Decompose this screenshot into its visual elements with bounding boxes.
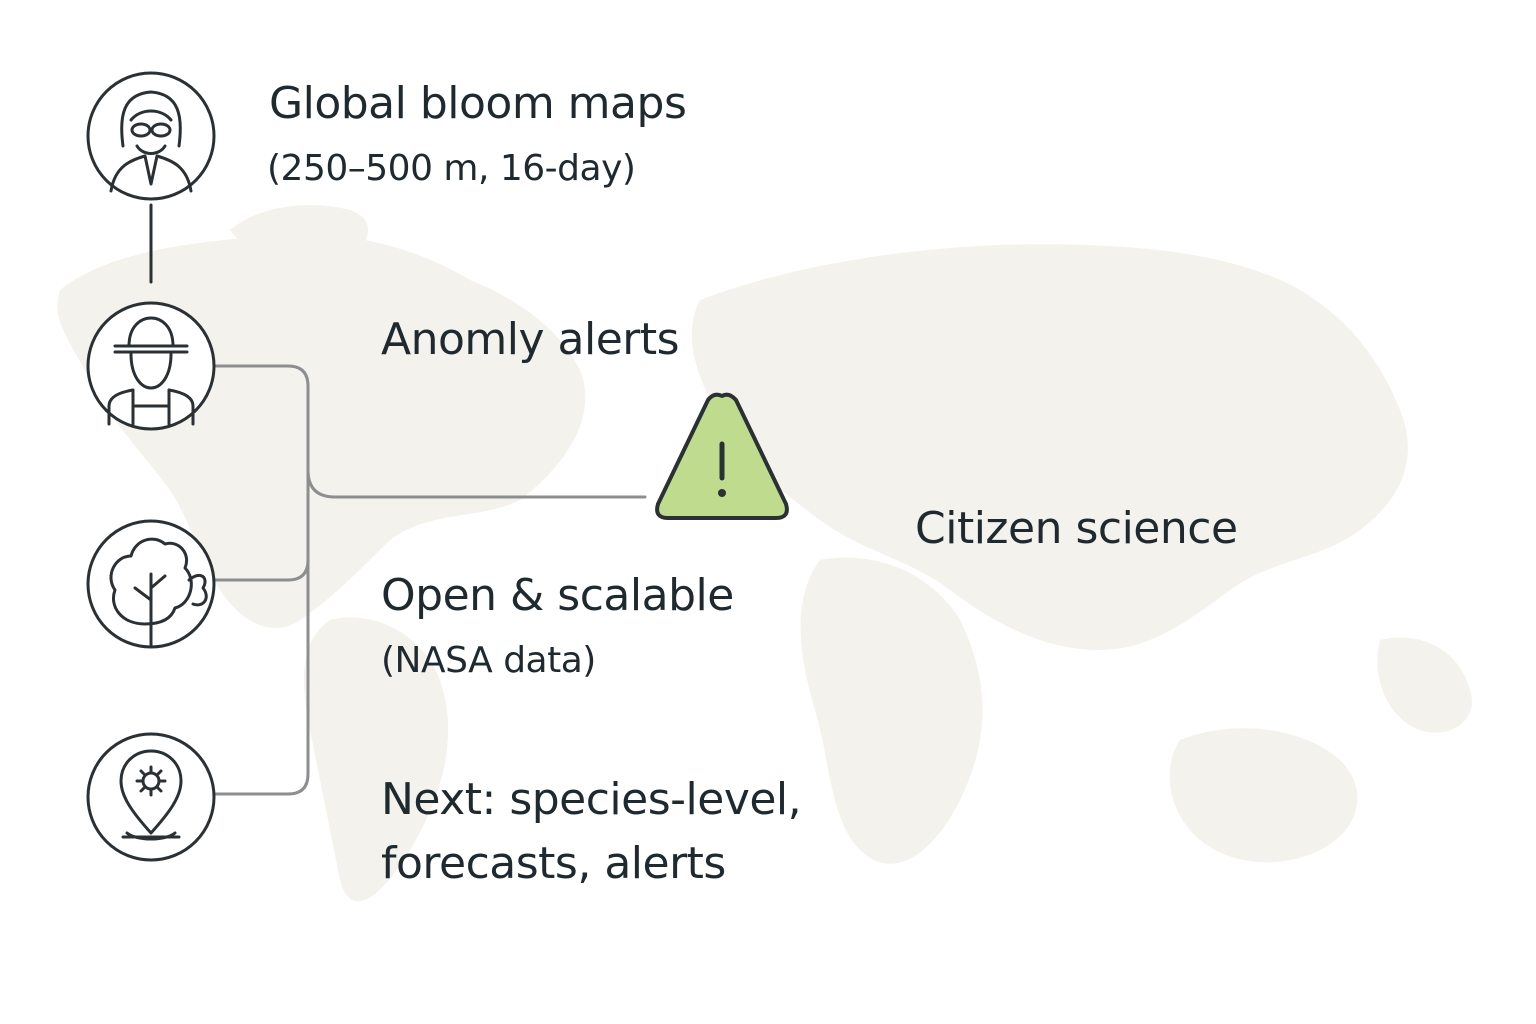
location-pin-icon bbox=[86, 732, 216, 862]
connector-trunk bbox=[213, 364, 310, 796]
bloom-maps-title: Global bloom maps bbox=[269, 78, 687, 129]
next-steps-line1: Next: species-level, bbox=[381, 774, 802, 825]
researcher-icon bbox=[86, 71, 216, 201]
citizen-science-label: Citizen science bbox=[915, 503, 1238, 554]
connector-tree bbox=[213, 558, 310, 582]
anomaly-alerts-label: Anomly alerts bbox=[381, 314, 680, 365]
connector-warning bbox=[306, 468, 647, 499]
bloom-maps-detail: (250–500 m, 16-day) bbox=[267, 148, 636, 189]
connector-lines bbox=[149, 203, 647, 796]
next-steps-line2: forecasts, alerts bbox=[381, 838, 726, 889]
farmer-icon bbox=[86, 301, 216, 431]
warning-icon bbox=[655, 392, 789, 520]
tree-icon bbox=[86, 519, 216, 649]
open-scalable-title: Open & scalable bbox=[381, 570, 734, 621]
open-scalable-detail: (NASA data) bbox=[381, 640, 596, 681]
